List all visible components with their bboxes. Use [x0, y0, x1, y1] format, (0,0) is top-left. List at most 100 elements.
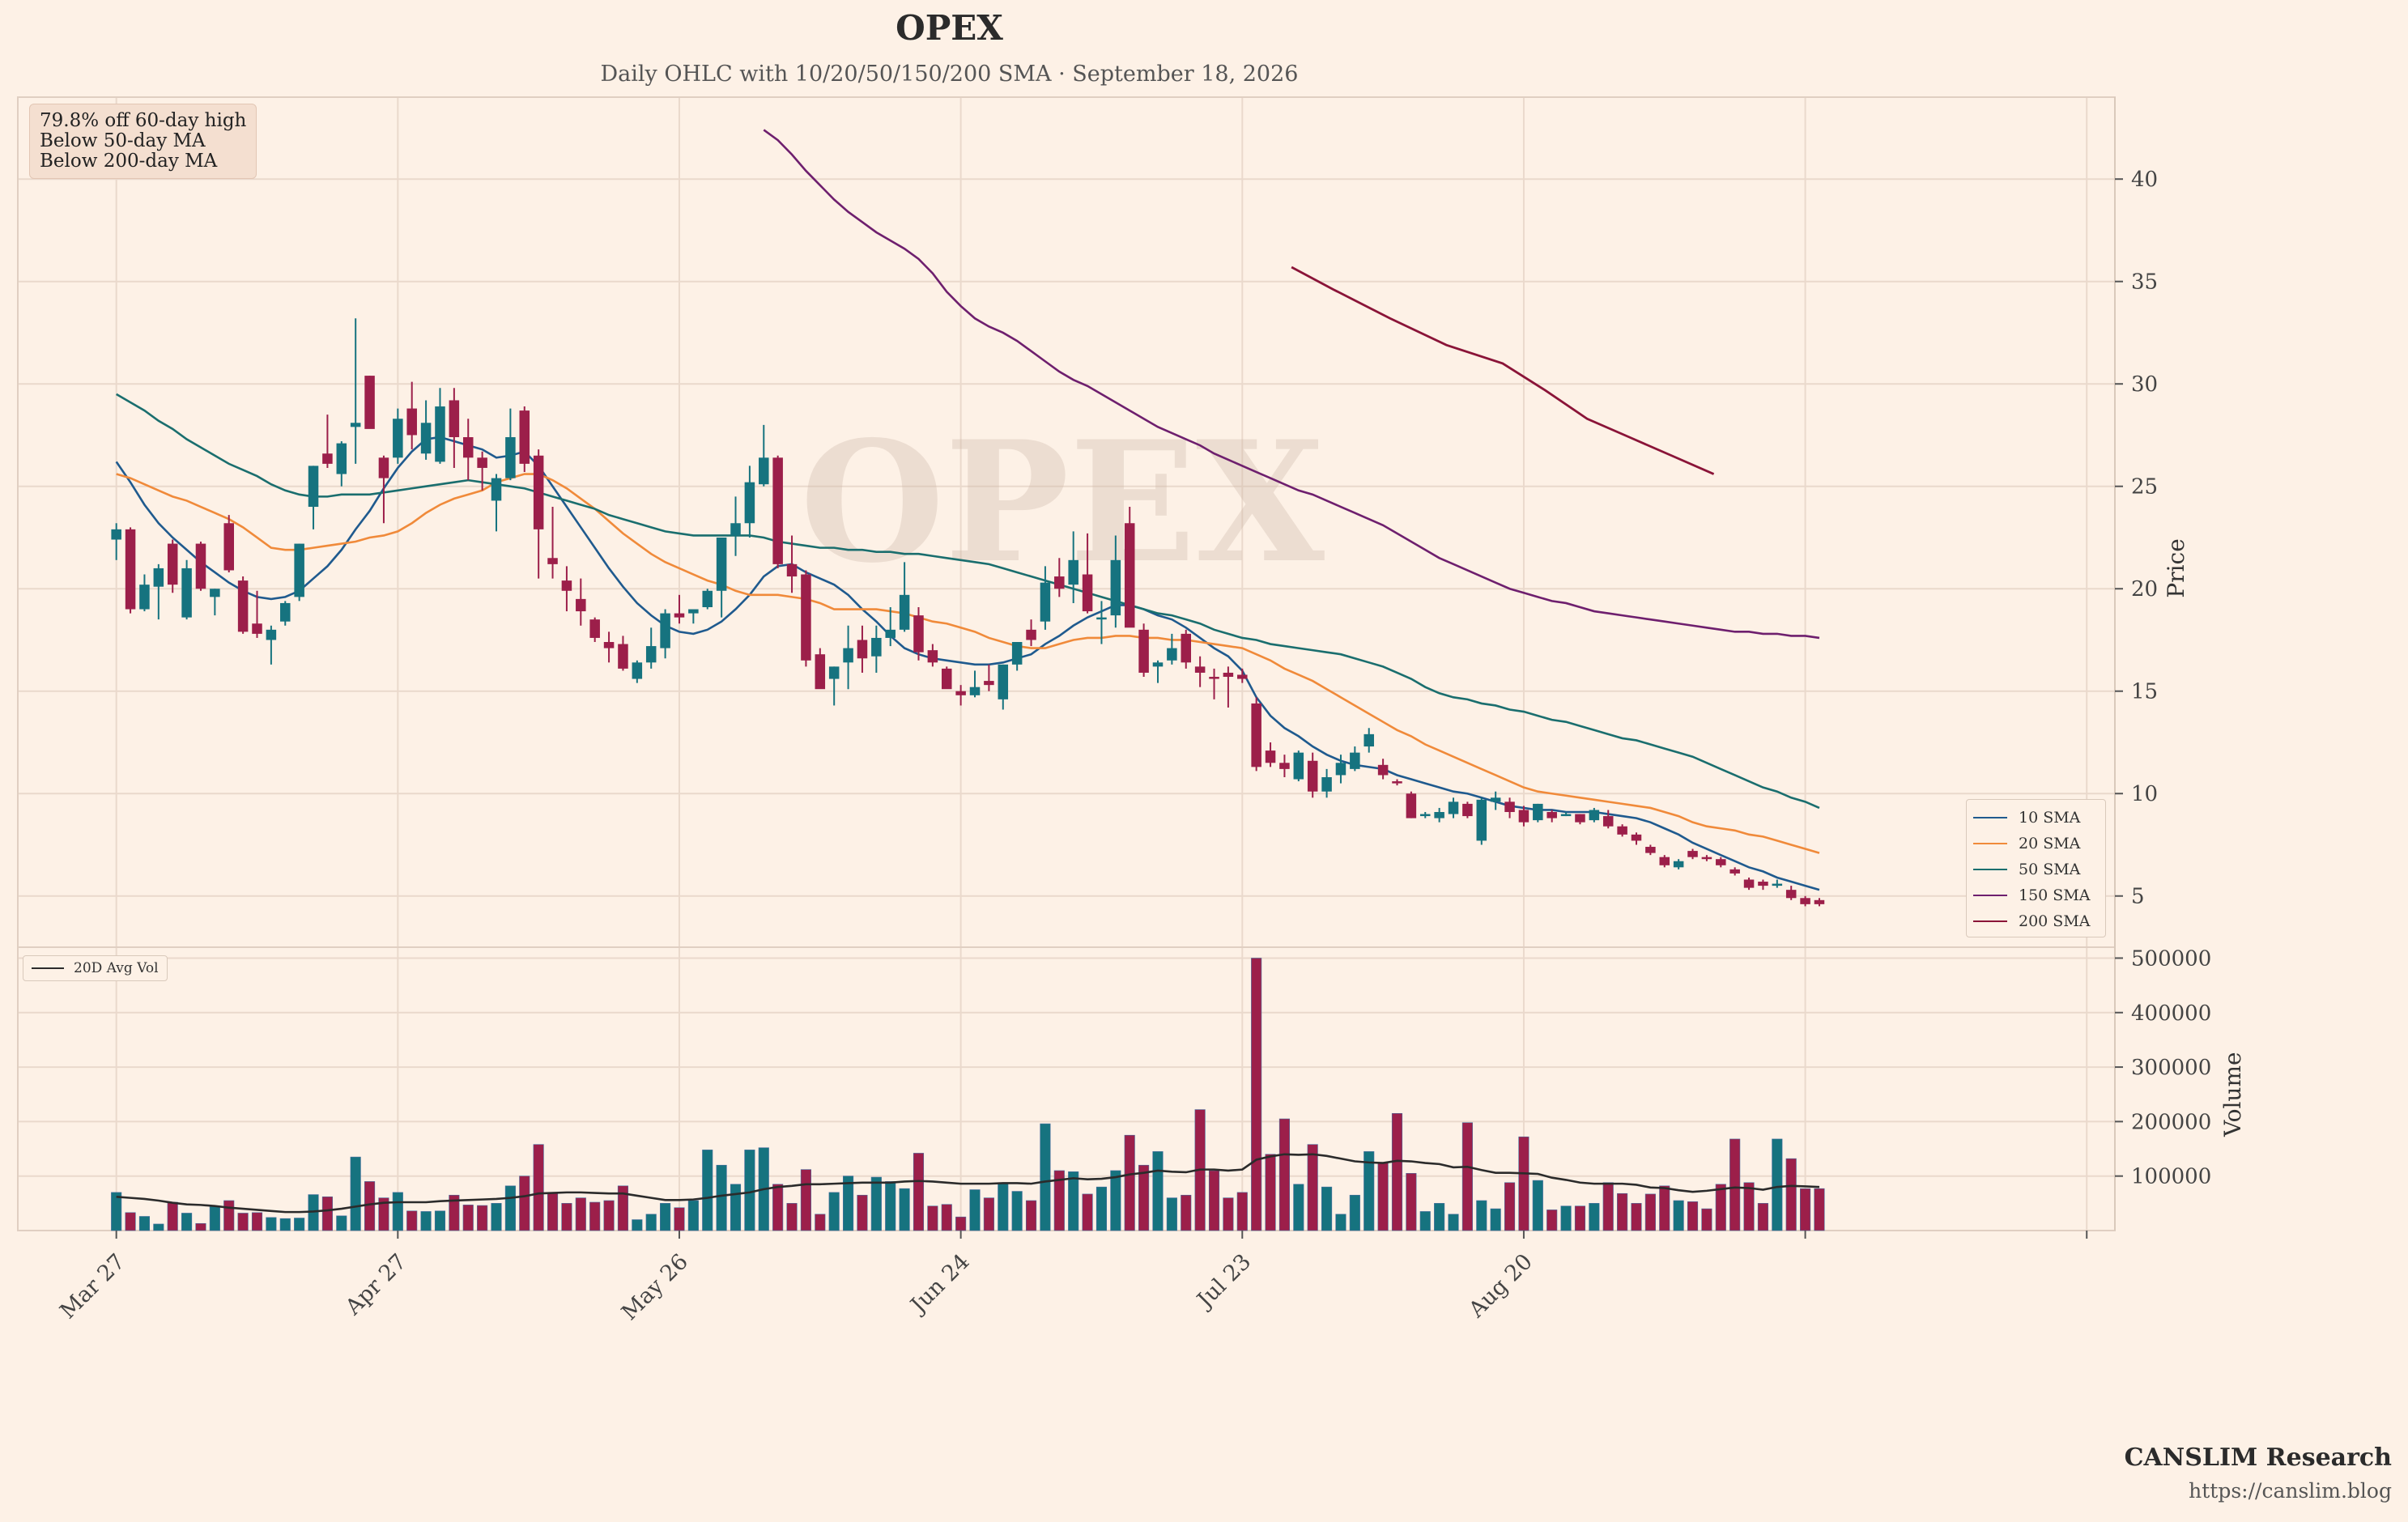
candle: [1082, 533, 1093, 614]
candle-body: [730, 523, 741, 536]
legend-entry-sma50: 50 SMA: [1973, 857, 2099, 882]
candle: [406, 381, 417, 450]
candle-body: [1181, 633, 1192, 663]
candle-body: [772, 457, 783, 564]
candle-body: [1785, 890, 1797, 899]
legend-swatch-avgvol: [32, 967, 64, 969]
volume-bar: [350, 1156, 361, 1231]
candle: [1533, 803, 1543, 823]
volume-bar: [1278, 1118, 1290, 1231]
candle: [618, 636, 628, 671]
price-tick-label: 30: [2131, 372, 2158, 397]
candle-body: [1758, 882, 1768, 886]
candle-body: [1279, 763, 1290, 769]
volume-bar: [1560, 1205, 1572, 1231]
volume-bar: [181, 1213, 193, 1231]
volume-bar: [1532, 1180, 1543, 1231]
candle-body: [1293, 752, 1304, 780]
candle-body: [1011, 642, 1023, 665]
candle-body: [1167, 648, 1177, 661]
candle-body: [716, 537, 727, 591]
candle-body: [1265, 750, 1276, 763]
panel-frames: [17, 96, 2116, 1231]
price-tick-label: 35: [2131, 270, 2158, 295]
candle-body: [435, 406, 445, 462]
candle-body: [885, 629, 896, 638]
candle: [378, 455, 389, 524]
volume-bar: [1729, 1138, 1741, 1231]
legend-label: 20D Avg Vol: [74, 960, 159, 976]
candles: [111, 318, 1825, 907]
candle-body: [702, 590, 713, 607]
volume-bar: [1082, 1193, 1093, 1231]
candle-body: [1434, 812, 1444, 818]
legend-swatch-sma150: [1973, 895, 2007, 896]
volume-bar: [1335, 1214, 1347, 1231]
volume-bar: [138, 1216, 151, 1231]
candle-body: [843, 648, 853, 663]
volume-bar: [1236, 1192, 1248, 1231]
candle: [1673, 859, 1684, 869]
candle-body: [1772, 883, 1783, 886]
time-tick-label: Apr 27: [340, 1249, 411, 1320]
candle: [1335, 755, 1347, 784]
candle-body: [1223, 672, 1234, 678]
candle-body: [941, 668, 952, 690]
candle: [1181, 629, 1192, 669]
candle-body: [1209, 677, 1219, 679]
volume-bar: [1461, 1122, 1473, 1231]
candle: [632, 660, 643, 683]
candle-body: [449, 400, 460, 437]
candle: [1364, 728, 1374, 753]
sma-200-line: [1291, 266, 1715, 475]
volume-bar: [1687, 1201, 1699, 1231]
volume-bar: [1364, 1151, 1375, 1231]
candle: [1462, 801, 1473, 818]
volume-bar: [434, 1210, 446, 1231]
candle: [1110, 535, 1121, 628]
candle: [266, 625, 277, 665]
volume-bar: [730, 1184, 742, 1231]
volume-bar: [1490, 1208, 1501, 1231]
volume-tick-label: 200000: [2131, 1110, 2211, 1134]
volume-bar: [1589, 1203, 1600, 1231]
volume-bar: [969, 1189, 981, 1231]
candle: [1504, 797, 1515, 818]
volume-bar: [1223, 1197, 1234, 1231]
candle-body: [1659, 857, 1670, 865]
candle-body: [1152, 662, 1164, 667]
candle-body: [1589, 810, 1600, 821]
volume-bar: [1208, 1170, 1220, 1231]
candle: [364, 376, 375, 429]
volume-bar: [336, 1215, 347, 1231]
candle-body: [1800, 898, 1810, 904]
candle-body: [1743, 879, 1755, 888]
volume-bar: [1757, 1203, 1768, 1231]
candle: [603, 631, 615, 663]
avg-volume-line: [116, 1153, 1820, 1214]
time-tick-label: May 26: [617, 1249, 693, 1325]
candle: [1096, 601, 1107, 644]
candle-body: [350, 423, 361, 427]
candle-body: [519, 410, 530, 464]
volume-bar: [941, 1204, 952, 1231]
volume-bar: [899, 1188, 910, 1231]
volume-bar: [589, 1201, 601, 1231]
candle-body: [576, 598, 586, 612]
candle: [1785, 886, 1797, 900]
candle-body: [237, 580, 249, 632]
volume-bar: [885, 1181, 896, 1231]
candle-body: [1716, 859, 1726, 865]
sma-150-line: [763, 129, 1820, 640]
footer-brand: CANSLIM Research: [2124, 1443, 2392, 1472]
candle-body: [1560, 814, 1572, 817]
volume-bar: [1602, 1182, 1614, 1231]
candle-body: [1124, 523, 1135, 628]
candle-body: [1462, 803, 1473, 817]
candle-body: [1701, 857, 1712, 860]
volume-bar: [1743, 1182, 1755, 1231]
candle: [336, 441, 347, 487]
volume-bar: [575, 1197, 586, 1231]
candle-body: [674, 613, 685, 618]
